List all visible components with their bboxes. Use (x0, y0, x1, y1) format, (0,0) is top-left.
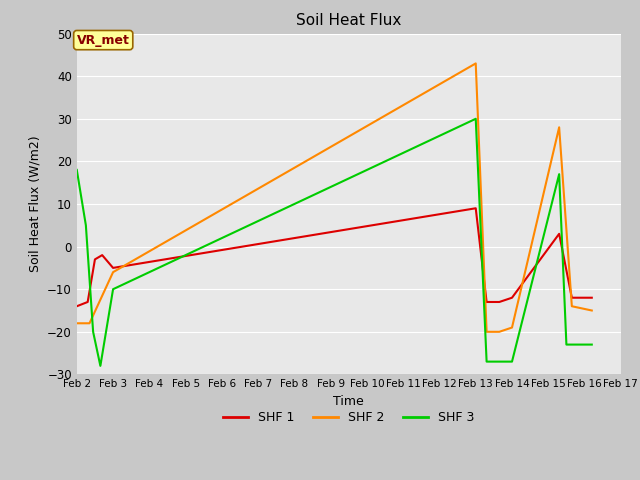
SHF 1 (495, 299, 503, 305)
SHF 2 (556, 124, 563, 130)
SHF 1 (84, 299, 92, 305)
SHF 2 (568, 303, 576, 309)
SHF 2 (86, 321, 93, 326)
SHF 3 (472, 116, 479, 121)
SHF 1 (508, 295, 516, 300)
SHF 1 (588, 295, 596, 300)
SHF 1 (472, 205, 479, 211)
SHF 3 (563, 342, 570, 348)
SHF 3 (82, 222, 90, 228)
SHF 3 (568, 342, 576, 348)
SHF 2 (472, 60, 479, 66)
SHF 3 (556, 171, 563, 177)
SHF 3 (483, 359, 490, 364)
SHF 1 (568, 295, 576, 300)
SHF 2 (109, 269, 117, 275)
SHF 1 (556, 231, 563, 237)
Title: Soil Heat Flux: Soil Heat Flux (296, 13, 401, 28)
Text: VR_met: VR_met (77, 34, 130, 47)
SHF 3 (97, 363, 104, 369)
SHF 1 (91, 256, 99, 262)
SHF 3 (73, 167, 81, 173)
SHF 3 (508, 359, 516, 364)
Line: SHF 3: SHF 3 (77, 119, 592, 366)
Legend: SHF 1, SHF 2, SHF 3: SHF 1, SHF 2, SHF 3 (218, 407, 479, 430)
SHF 2 (483, 329, 490, 335)
SHF 2 (588, 308, 596, 313)
SHF 1 (73, 303, 81, 309)
SHF 3 (588, 342, 596, 348)
SHF 2 (495, 329, 503, 335)
X-axis label: Time: Time (333, 395, 364, 408)
Line: SHF 2: SHF 2 (77, 63, 592, 332)
SHF 1 (99, 252, 106, 258)
SHF 2 (73, 321, 81, 326)
SHF 3 (109, 286, 117, 292)
SHF 3 (495, 359, 503, 364)
SHF 2 (508, 324, 516, 330)
SHF 1 (483, 299, 490, 305)
SHF 1 (109, 265, 117, 271)
Y-axis label: Soil Heat Flux (W/m2): Soil Heat Flux (W/m2) (29, 136, 42, 272)
Line: SHF 1: SHF 1 (77, 208, 592, 306)
SHF 3 (90, 329, 97, 335)
